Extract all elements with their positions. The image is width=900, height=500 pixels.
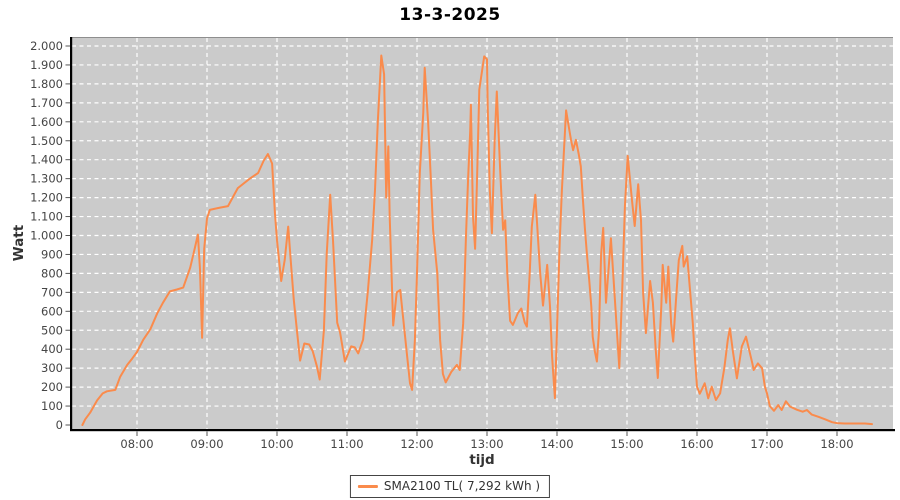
y-tick-label: 1.500: [30, 134, 63, 148]
x-axis-line: [70, 429, 895, 432]
y-tick-label: 100: [41, 399, 63, 413]
legend: SMA2100 TL( 7,292 kWh ): [349, 475, 551, 498]
y-axis-title: Watt: [11, 224, 27, 261]
y-tick-label: 1.900: [30, 58, 63, 72]
y-tick-label: 1.600: [30, 115, 63, 129]
x-tick-label: 10:00: [260, 437, 293, 451]
y-axis-line: [70, 37, 73, 431]
x-axis-title: tijd: [469, 452, 494, 468]
plot-generated-layer: 0 100 200 300 400 500 600 700 800 900 1.000 1.100 1.…: [30, 37, 895, 451]
chart-title: 13-3-2025: [399, 5, 501, 25]
y-tick-label: 200: [41, 380, 63, 394]
y-tick-label: 1.700: [30, 96, 63, 110]
y-tick-label: 900: [41, 247, 63, 261]
y-tick-label: 500: [41, 323, 63, 337]
x-tick-label: 09:00: [190, 437, 223, 451]
y-tick-label: 0: [56, 418, 63, 432]
legend-label: SMA2100 TL( 7,292 kWh ): [383, 479, 541, 493]
y-tick-label: 1.200: [30, 191, 63, 205]
legend-line-swatch: [357, 484, 378, 488]
y-tick-label: 400: [41, 342, 63, 356]
x-tick-label: 14:00: [540, 437, 573, 451]
x-tick-label: 08:00: [120, 437, 153, 451]
plot-area: 0 100 200 300 400 500 600 700 800 900 1.000 1.100 1.…: [11, 37, 895, 468]
y-tick-label: 1.000: [30, 229, 63, 243]
y-tick-label: 800: [41, 266, 63, 280]
x-tick-label: 17:00: [750, 437, 783, 451]
x-tick-label: 11:00: [330, 437, 363, 451]
x-tick-label: 12:00: [400, 437, 433, 451]
x-tick-label: 16:00: [680, 437, 713, 451]
x-tick-label: 18:00: [820, 437, 853, 451]
y-tick-label: 1.800: [30, 77, 63, 91]
y-tick-label: 1.100: [30, 210, 63, 224]
plot-background: [72, 37, 893, 429]
y-tick-label: 1.400: [30, 153, 63, 167]
series-line: [81, 54, 873, 426]
y-tick-label: 1.300: [30, 172, 63, 186]
y-tick-label: 2.000: [30, 39, 63, 53]
x-tick-label: 13:00: [470, 437, 503, 451]
y-tick-label: 700: [41, 285, 63, 299]
x-tick-label: 15:00: [610, 437, 643, 451]
y-tick-label: 300: [41, 361, 63, 375]
y-tick-label: 600: [41, 304, 63, 318]
